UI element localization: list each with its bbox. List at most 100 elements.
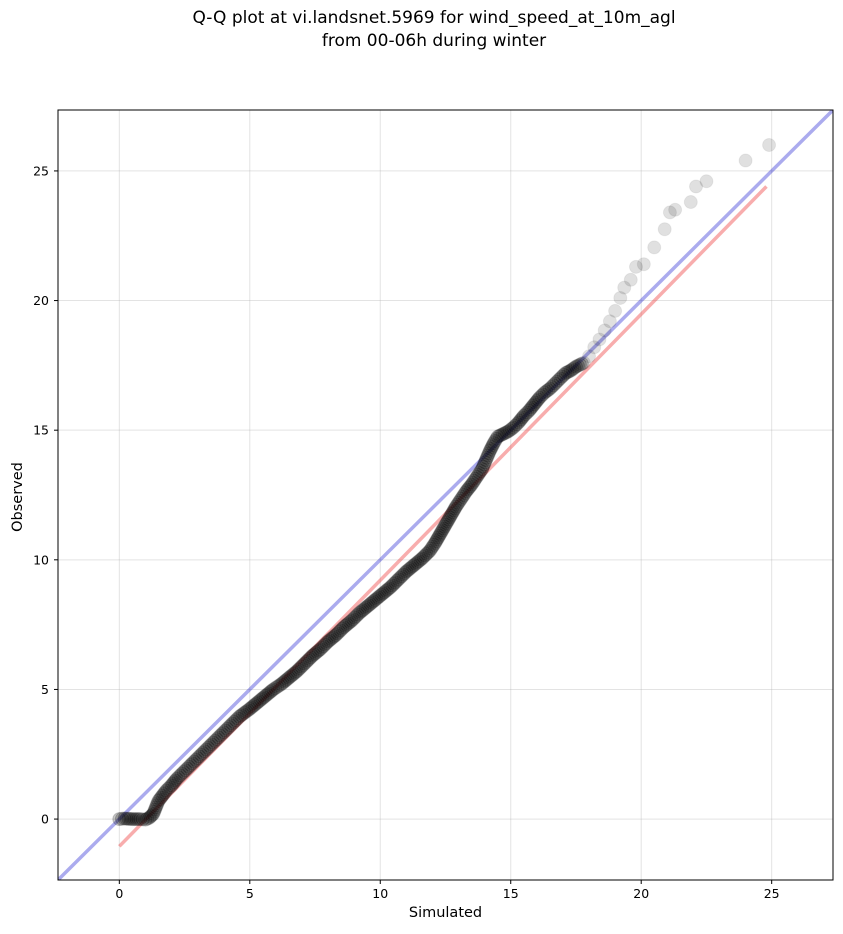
quantile-point (480, 448, 495, 463)
quantile-point (394, 569, 409, 584)
quantile-point (270, 679, 285, 694)
quantile-point (322, 633, 337, 648)
quantile-point (364, 595, 379, 610)
quantile-point (302, 651, 317, 666)
quantile-point (333, 623, 348, 638)
quantile-point (529, 394, 544, 409)
quantile-point (268, 681, 283, 696)
quantile-point (234, 708, 249, 723)
x-tick-label: 15 (503, 886, 519, 901)
quantile-point (350, 607, 365, 622)
quantile-point (341, 616, 356, 631)
quantile-point (133, 812, 148, 827)
quantile-point (402, 561, 417, 576)
chart-title: Q-Q plot at vi.landsnet.5969 for wind_sp… (192, 8, 676, 28)
y-tick-label: 5 (41, 682, 49, 697)
quantile-point (471, 467, 486, 482)
quantile-point (305, 648, 320, 663)
quantile-point (422, 543, 437, 558)
quantile-point (296, 658, 311, 673)
quantile-point (342, 615, 357, 630)
quantile-point (565, 362, 580, 377)
x-tick-label: 0 (115, 886, 123, 901)
quantile-point (570, 358, 585, 373)
quantile-point (425, 539, 440, 554)
quantile-point (204, 737, 219, 752)
quantile-point (330, 626, 345, 641)
quantile-point (391, 572, 406, 587)
quantile-point (525, 398, 540, 413)
quantile-point (456, 488, 471, 502)
quantile-point (347, 610, 362, 625)
quantile-point (316, 639, 331, 654)
quantile-point (125, 812, 140, 827)
quantile-point (527, 397, 542, 412)
quantile-point (537, 385, 552, 400)
quantile-point (699, 174, 714, 189)
quantile-point (230, 711, 245, 726)
quantile-point (167, 775, 182, 790)
quantile-point (430, 532, 445, 547)
quantile-point (408, 556, 423, 571)
quantile-point (448, 499, 463, 514)
quantile-point (441, 512, 456, 527)
quantile-point (208, 733, 222, 748)
quantile-point (411, 554, 426, 569)
quantile-point (486, 436, 501, 451)
quantile-point (261, 686, 276, 701)
quantile-point (582, 349, 597, 364)
quantile-point (459, 484, 474, 499)
quantile-point (617, 280, 632, 295)
quantile-point (386, 576, 401, 591)
quantile-point (587, 340, 602, 355)
quantile-point (397, 566, 412, 581)
quantile-point (535, 387, 550, 402)
quantile-point (375, 586, 390, 601)
quantile-point (508, 418, 523, 433)
quantile-point (499, 425, 514, 440)
quantile-point (433, 526, 448, 541)
quantile-point (657, 222, 672, 237)
quantile-point (613, 290, 628, 305)
quantile-point (272, 678, 287, 693)
quantile-point (201, 740, 216, 755)
quantile-point (477, 455, 492, 470)
quantile-point (129, 812, 144, 827)
quantile-point (472, 465, 487, 480)
quantile-point (404, 560, 419, 575)
quantile-point (339, 617, 354, 632)
quantile-point (360, 599, 375, 614)
quantile-point (181, 759, 196, 774)
quantile-point (551, 373, 566, 388)
quantile-point (178, 763, 193, 778)
y-axis-label: Observed (10, 462, 26, 532)
quantile-point (352, 605, 367, 620)
x-tick-label: 10 (372, 886, 388, 901)
quantile-point (396, 567, 411, 582)
quantile-point (221, 720, 236, 735)
quantile-point (490, 429, 505, 444)
quantile-point (504, 421, 519, 436)
quantile-point (317, 637, 332, 652)
quantile-point (592, 332, 607, 347)
quantile-point (149, 798, 164, 813)
quantile-point (467, 473, 482, 488)
quantile-point (306, 647, 321, 662)
quantile-point (520, 405, 535, 420)
quantile-point (379, 583, 394, 598)
quantile-point (310, 644, 325, 659)
quantile-point (235, 707, 250, 722)
quantile-point (237, 705, 252, 720)
quantile-point (344, 613, 359, 628)
quantile-point (363, 596, 378, 611)
x-tick-label: 20 (633, 886, 649, 901)
quantile-point (437, 519, 452, 534)
quantile-point (332, 624, 347, 639)
quantile-point (426, 537, 441, 552)
quantile-point (289, 664, 304, 679)
quantile-point (146, 806, 161, 821)
quantile-point (444, 506, 459, 521)
y-tick-label: 0 (41, 812, 49, 827)
quantile-point (548, 376, 563, 391)
quantile-point (374, 587, 389, 602)
